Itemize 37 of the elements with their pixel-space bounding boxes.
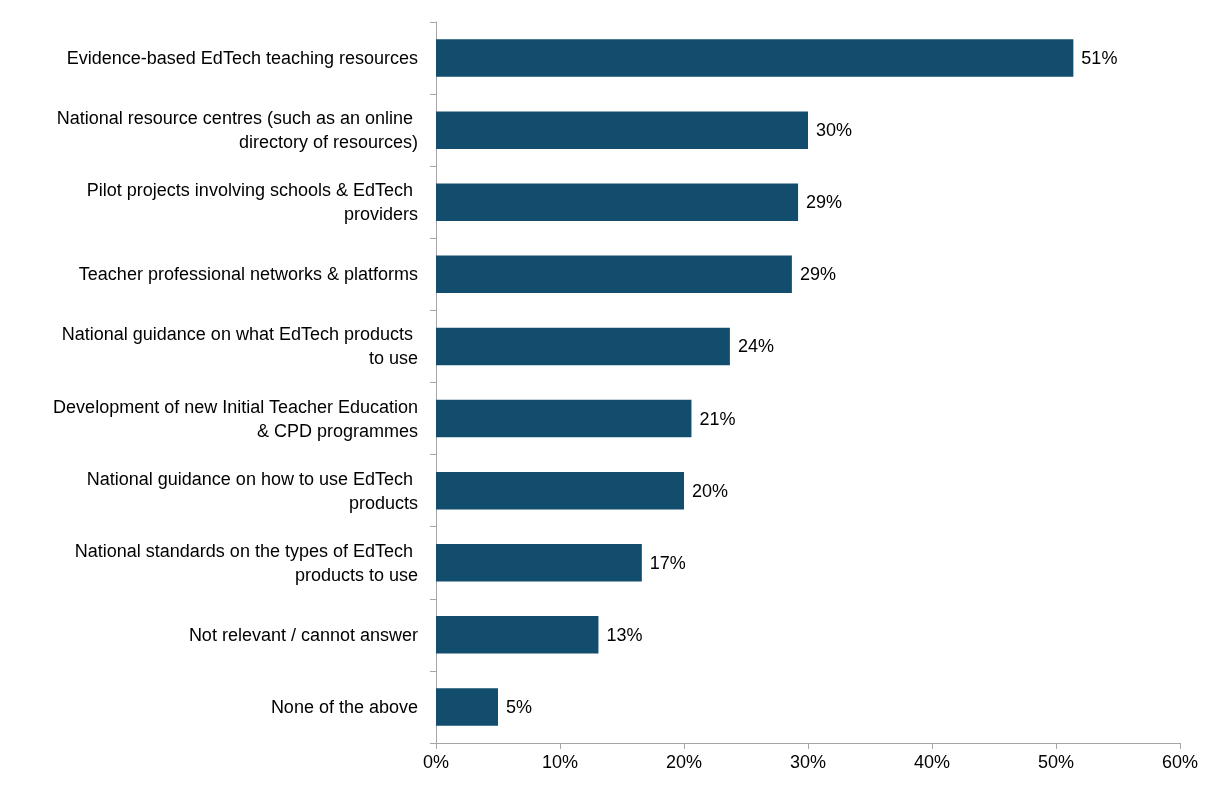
bar bbox=[436, 183, 799, 221]
bar bbox=[436, 544, 642, 582]
bar bbox=[436, 39, 1074, 77]
bar bbox=[436, 616, 599, 654]
data-label: 29% bbox=[799, 264, 836, 285]
y-tick-label: National standards on the types of EdTech products to use bbox=[74, 540, 418, 585]
x-tick-label: 0% bbox=[422, 752, 450, 772]
y-tick-label: None of the above bbox=[270, 696, 418, 717]
data-label: 21% bbox=[699, 408, 736, 429]
data-label: 24% bbox=[737, 336, 774, 357]
x-tick-label: 20% bbox=[665, 752, 703, 772]
y-tick-label: Development of new Initial Teacher Education & CPD programmes bbox=[53, 396, 418, 441]
bar bbox=[436, 688, 498, 726]
y-tick-label: Teacher professional networks & platforms bbox=[78, 264, 418, 285]
data-label: 29% bbox=[806, 192, 843, 213]
data-label: 13% bbox=[606, 624, 643, 645]
bar bbox=[436, 255, 792, 294]
x-tick-label: 30% bbox=[789, 752, 827, 772]
data-label: 51% bbox=[1081, 48, 1118, 69]
x-tick-label: 10% bbox=[541, 752, 579, 772]
bar bbox=[436, 399, 692, 438]
bar bbox=[436, 111, 808, 149]
bar bbox=[436, 327, 730, 366]
y-tick-label: Pilot projects involving schools & EdTech providers bbox=[86, 180, 418, 225]
data-label: 5% bbox=[506, 696, 533, 717]
data-label: 17% bbox=[649, 552, 686, 573]
y-tick-label: National guidance on what EdTech products to use bbox=[61, 324, 418, 369]
data-label: 30% bbox=[816, 120, 853, 141]
x-tick-label: 40% bbox=[913, 752, 951, 772]
y-tick-label: Not relevant / cannot answer bbox=[188, 624, 418, 645]
y-tick-label: National resource centres (such as an online directory of resources) bbox=[56, 108, 418, 153]
y-tick-label: National guidance on how to use EdTech products bbox=[86, 468, 418, 513]
x-tick-label: 60% bbox=[1161, 752, 1199, 772]
bar bbox=[436, 471, 684, 510]
data-label: 20% bbox=[692, 480, 729, 501]
x-tick-label: 50% bbox=[1037, 752, 1075, 772]
y-tick-label: Evidence-based EdTech teaching resources bbox=[66, 48, 418, 69]
